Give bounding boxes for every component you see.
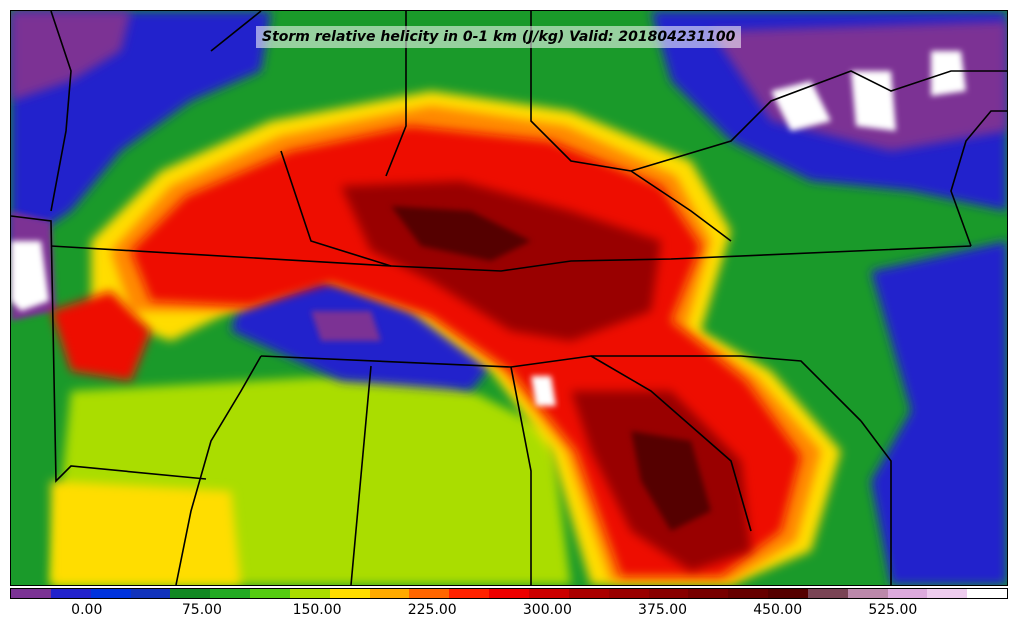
colorbar-segment — [11, 589, 51, 598]
helicity-contours — [11, 11, 1007, 585]
colorbar-segment — [887, 589, 928, 598]
colorbar-segment — [409, 589, 450, 598]
helicity-field-svg — [11, 11, 1007, 585]
colorbar-segment — [90, 589, 131, 598]
colorbar-segment — [289, 589, 330, 598]
colorbar-segment — [847, 589, 888, 598]
colorbar-segment — [329, 589, 370, 598]
map-title-box: Storm relative helicity in 0-1 km (J/kg)… — [256, 26, 742, 48]
colorbar-segment — [528, 589, 569, 598]
colorbar-segment — [130, 589, 171, 598]
map-title: Storm relative helicity in 0-1 km (J/kg)… — [262, 29, 736, 45]
colorbar-tick-label: 225.00 — [407, 602, 457, 618]
colorbar-segment — [608, 589, 649, 598]
colorbar-tick-labels: 0.00 75.00 150.00 225.00 300.00 375.00 450.00 5… — [10, 602, 1008, 622]
colorbar-segment — [768, 589, 808, 598]
colorbar-tick-label: 0.00 — [71, 602, 103, 618]
colorbar-segment — [369, 589, 410, 598]
colorbar-tick-label: 300.00 — [522, 602, 572, 618]
colorbar — [10, 588, 1008, 599]
colorbar-segment — [250, 589, 290, 598]
colorbar-segment — [568, 589, 609, 598]
colorbar-segment — [807, 589, 848, 598]
colorbar-tick-label: 450.00 — [753, 602, 803, 618]
colorbar-segment — [210, 589, 251, 598]
colorbar-segment — [967, 589, 1008, 598]
colorbar-segment — [489, 589, 529, 598]
colorbar-tick-label: 150.00 — [292, 602, 342, 618]
colorbar-tick-label: 525.00 — [868, 602, 918, 618]
colorbar-segment — [688, 589, 729, 598]
colorbar-segment — [170, 589, 211, 598]
colorbar-segment — [648, 589, 689, 598]
state-borders — [11, 11, 1007, 585]
colorbar-tick-label: 75.00 — [181, 602, 222, 618]
helicity-map: Storm relative helicity in 0-1 km (J/kg)… — [10, 10, 1008, 586]
colorbar-segment — [449, 589, 490, 598]
colorbar-segment — [50, 589, 91, 598]
colorbar-segment — [728, 589, 769, 598]
colorbar-segment — [927, 589, 968, 598]
colorbar-tick-label: 375.00 — [638, 602, 688, 618]
